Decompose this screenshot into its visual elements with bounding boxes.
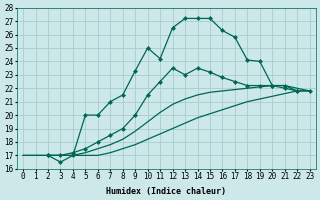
- X-axis label: Humidex (Indice chaleur): Humidex (Indice chaleur): [106, 187, 226, 196]
